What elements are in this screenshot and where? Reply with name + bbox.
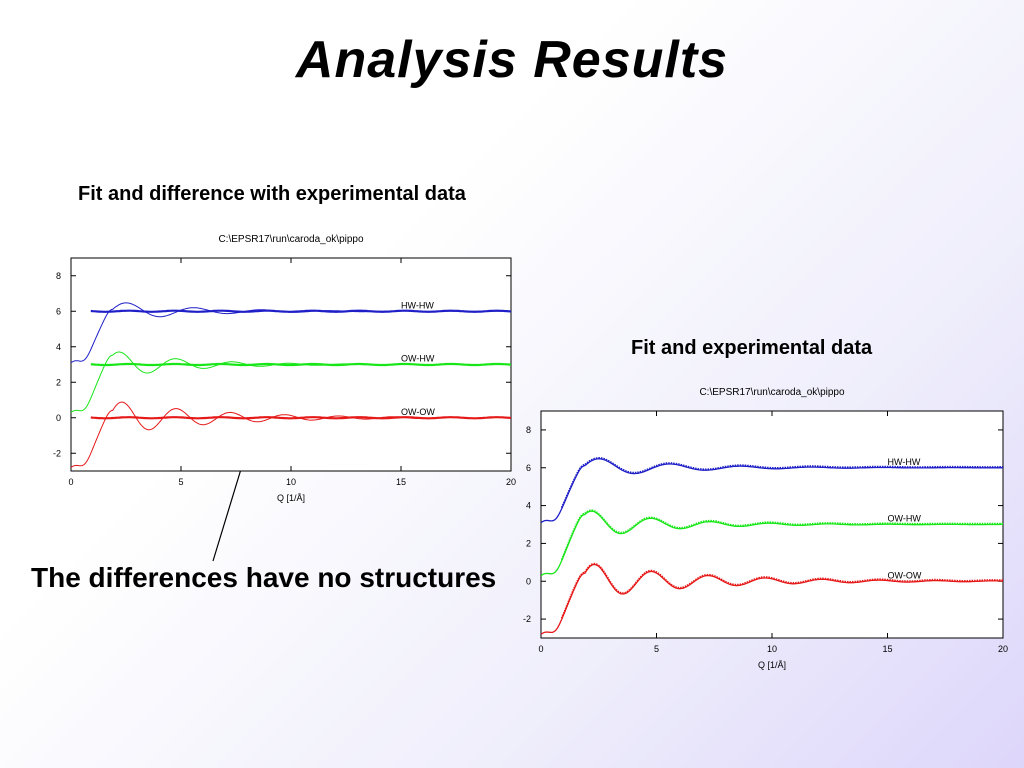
series-label-hw-hw: HW-HW [401,300,434,310]
x-tick-label: 15 [396,477,406,487]
x-tick-label: 0 [68,477,73,487]
x-tick-label: 10 [767,644,777,654]
y-tick-label: 4 [526,501,531,511]
y-tick-label: 4 [56,342,61,352]
x-tick-label: 20 [998,644,1008,654]
caption-left: Fit and difference with experimental dat… [78,183,466,205]
y-tick-label: 2 [56,377,61,387]
x-tick-label: 5 [178,477,183,487]
plot-title: C:\EPSR17\run\caroda_ok\pippo [218,234,364,245]
y-tick-label: 6 [56,306,61,316]
plot-title: C:\EPSR17\run\caroda_ok\pippo [699,387,845,398]
y-tick-label: 2 [526,538,531,548]
y-tick-label: 0 [526,576,531,586]
y-tick-label: -2 [523,614,531,624]
series-label-ow-hw: OW-HW [888,514,922,524]
series-data-hw-hw [560,456,1003,509]
series-difference-hw-hw [90,309,511,313]
x-tick-label: 5 [654,644,659,654]
y-tick-label: 8 [526,425,531,435]
y-tick-label: 0 [56,413,61,423]
series-label-ow-hw: OW-HW [401,354,435,364]
x-tick-label: 15 [882,644,892,654]
series-difference-ow-hw [90,362,511,367]
series-label-hw-hw: HW-HW [888,457,921,467]
chart-fit-and-experimental: C:\EPSR17\run\caroda_ok\pippo 0 5 10 15 20 -2 0… [523,387,1008,670]
y-tick-label: 6 [526,463,531,473]
caption-right: Fit and experimental data [631,337,873,359]
x-tick-label: 20 [506,477,516,487]
chart-fit-and-difference: C:\EPSR17\run\caroda_ok\pippo 0 5 10 15 20 -2 0… [53,234,516,503]
x-axis-label: Q [1/Å] [758,660,786,670]
y-tick-label: 8 [56,271,61,281]
slide-title: Analysis Results [295,31,729,89]
x-axis-label: Q [1/Å] [277,493,305,503]
series-line-hw-hw [541,458,1003,524]
x-tick-label: 0 [538,644,543,654]
y-tick-label: -2 [53,448,61,458]
series-difference-ow-ow [90,416,511,420]
series-label-ow-ow: OW-OW [888,570,922,580]
x-tick-label: 10 [286,477,296,487]
callout-text: The differences have no structures [31,562,497,593]
series-data-ow-hw [560,509,1003,561]
series-data-ow-ow [560,562,1003,619]
series-label-ow-ow: OW-OW [401,407,435,417]
